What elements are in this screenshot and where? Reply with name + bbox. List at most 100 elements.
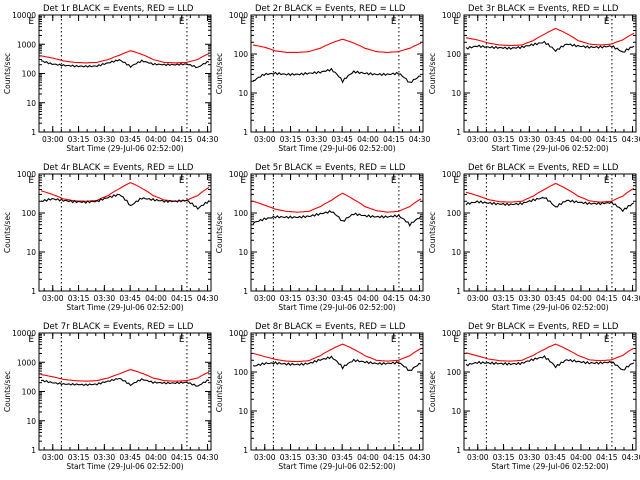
y-tick-label: 100 <box>234 209 249 218</box>
event-marker-label: E <box>28 176 34 186</box>
x-tick-label: 04:30 <box>622 453 640 462</box>
chart-title: Det 3r BLACK = Events, RED = LLD <box>468 4 619 14</box>
y-axis-label: Counts/sec <box>428 53 437 94</box>
x-tick-label: 03:45 <box>331 453 353 462</box>
event-marker-label: E <box>604 17 610 27</box>
chart-title: Det 9r BLACK = Events, RED = LLD <box>468 322 619 332</box>
event-marker-label: E <box>28 17 34 27</box>
y-axis-label: Counts/sec <box>215 53 224 94</box>
event-marker-label: E <box>391 335 397 345</box>
plot-frame <box>250 14 424 133</box>
x-tick-label: 04:00 <box>357 294 379 303</box>
x-tick-label: 03:00 <box>42 453 64 462</box>
y-tick-label: 1000 <box>17 358 36 367</box>
plot-frame <box>38 332 212 451</box>
y-tick-label: 100 <box>447 209 462 218</box>
event-marker-label: E <box>179 335 185 345</box>
y-tick-label: 10 <box>26 417 36 426</box>
plot-frame <box>463 173 637 292</box>
x-axis-label: Start Time (29-Jul-06 02:52:00) <box>66 303 183 312</box>
x-tick-label: 03:00 <box>42 294 64 303</box>
x-tick-label: 04:30 <box>197 453 219 462</box>
y-tick-label: 100 <box>234 50 249 59</box>
y-axis-label: Counts/sec <box>3 371 12 412</box>
event-marker-label: E <box>453 17 459 27</box>
y-tick-label: 100 <box>22 388 37 397</box>
event-marker-label: E <box>240 176 246 186</box>
x-tick-label: 03:15 <box>493 135 515 144</box>
series-line-red-lld <box>252 343 422 363</box>
y-tick-label: 1000 <box>229 11 248 20</box>
x-tick-label: 03:00 <box>42 135 64 144</box>
x-tick-label: 03:15 <box>68 135 90 144</box>
x-tick-label: 03:30 <box>519 453 541 462</box>
x-tick-label: 04:15 <box>596 453 618 462</box>
x-tick-label: 04:00 <box>145 453 167 462</box>
y-tick-label: 1 <box>31 128 36 137</box>
x-tick-label: 03:00 <box>254 135 276 144</box>
chart-panel-4: Det 4r BLACK = Events, RED = LLD 1 10 100 10… <box>3 163 219 312</box>
y-tick-label: 100 <box>22 70 37 79</box>
chart-panel-7: Det 7r BLACK = Events, RED = LLD 1 10 100 10… <box>3 322 219 471</box>
x-tick-label: 03:45 <box>544 135 566 144</box>
y-tick-label: 100 <box>22 209 37 218</box>
x-axis-label: Start Time (29-Jul-06 02:52:00) <box>491 303 608 312</box>
y-tick-label: 1 <box>456 128 461 137</box>
series-line-black-events <box>40 59 210 69</box>
x-tick-label: 03:30 <box>519 135 541 144</box>
y-tick-label: 10000 <box>12 11 36 20</box>
chart-panel-9: Det 9r BLACK = Events, RED = LLD 1 10 100 10… <box>428 322 640 471</box>
x-tick-label: 04:15 <box>596 135 618 144</box>
y-tick-label: 1000 <box>229 170 248 179</box>
x-tick-label: 04:15 <box>171 294 193 303</box>
x-tick-label: 04:15 <box>383 453 405 462</box>
y-axis-label: Counts/sec <box>3 212 12 253</box>
series-line-black-events <box>465 354 635 371</box>
x-tick-label: 03:00 <box>254 294 276 303</box>
x-tick-label: 04:15 <box>171 453 193 462</box>
x-tick-label: 04:30 <box>622 294 640 303</box>
x-tick-label: 04:30 <box>197 294 219 303</box>
y-tick-label: 10 <box>451 89 461 98</box>
chart-panel-5: Det 5r BLACK = Events, RED = LLD 1 10 100 10… <box>215 163 431 312</box>
plot-frame <box>38 173 212 292</box>
x-axis-label: Start Time (29-Jul-06 02:52:00) <box>491 462 608 471</box>
series-line-black-events <box>40 377 210 387</box>
x-tick-label: 04:15 <box>171 135 193 144</box>
x-tick-label: 04:00 <box>570 135 592 144</box>
series-line-black-events <box>252 67 422 84</box>
x-tick-label: 04:30 <box>409 135 431 144</box>
y-tick-label: 1000 <box>17 170 36 179</box>
series-line-black-events <box>465 40 635 53</box>
y-axis-label: Counts/sec <box>215 371 224 412</box>
x-tick-label: 04:00 <box>570 453 592 462</box>
x-tick-label: 03:30 <box>306 294 328 303</box>
y-axis-label: Counts/sec <box>3 53 12 94</box>
x-tick-label: 03:00 <box>467 135 489 144</box>
plot-frame <box>463 14 637 133</box>
x-axis-label: Start Time (29-Jul-06 02:52:00) <box>491 144 608 153</box>
event-marker-label: E <box>391 176 397 186</box>
event-marker-label: E <box>604 335 610 345</box>
x-tick-label: 03:15 <box>493 294 515 303</box>
x-tick-label: 03:15 <box>280 135 302 144</box>
series-line-black-events <box>252 355 422 371</box>
chart-title: Det 7r BLACK = Events, RED = LLD <box>43 322 194 332</box>
chart-title: Det 8r BLACK = Events, RED = LLD <box>255 322 406 332</box>
x-tick-label: 04:00 <box>357 135 379 144</box>
y-tick-label: 10 <box>238 89 248 98</box>
chart-panel-6: Det 6r BLACK = Events, RED = LLD 1 10 100 10… <box>428 163 640 312</box>
x-tick-label: 04:30 <box>409 294 431 303</box>
x-tick-label: 04:15 <box>596 294 618 303</box>
series-line-red-lld <box>40 50 210 64</box>
x-tick-label: 03:15 <box>68 453 90 462</box>
x-tick-label: 04:30 <box>197 135 219 144</box>
y-tick-label: 1000 <box>17 40 36 49</box>
plot-frame <box>250 173 424 292</box>
event-marker-label: E <box>240 335 246 345</box>
x-tick-label: 04:30 <box>409 453 431 462</box>
chart-panel-3: Det 3r BLACK = Events, RED = LLD 1 10 100 10… <box>428 4 640 153</box>
x-tick-label: 03:00 <box>467 453 489 462</box>
series-line-red-lld <box>465 343 635 362</box>
